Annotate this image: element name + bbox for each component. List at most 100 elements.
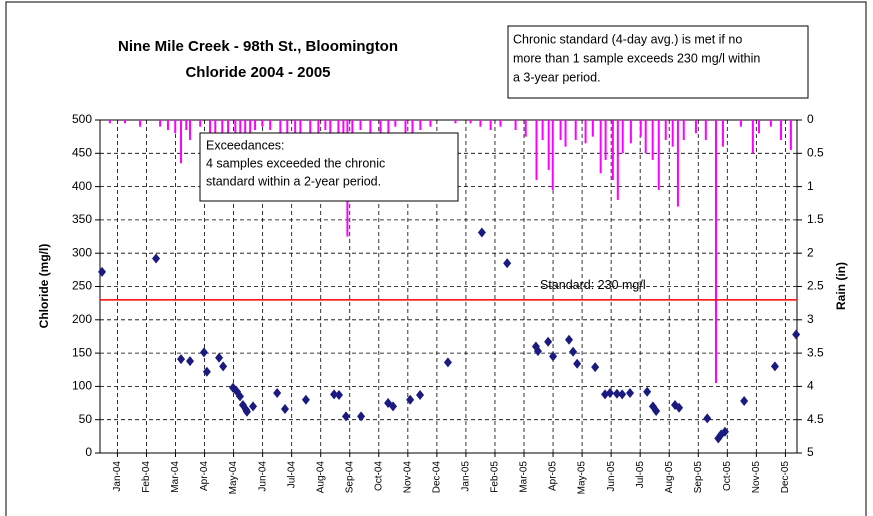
chloride-point: [605, 388, 614, 399]
rain-bar: [714, 120, 717, 384]
chloride-point: [770, 361, 779, 372]
rain-bar: [454, 120, 457, 124]
rain-bar: [139, 120, 142, 127]
x-tick-label: Mar-04: [170, 461, 181, 493]
rain-bar: [254, 120, 257, 130]
rain-bar: [159, 120, 162, 127]
note: Exceedances:: [206, 138, 285, 152]
rain-bar: [359, 120, 362, 130]
x-tick-label: Sep-04: [344, 461, 355, 494]
y2-tick-label: 1: [807, 179, 814, 193]
chloride-point: [477, 227, 486, 238]
chloride-point: [215, 352, 224, 363]
y-tick-label: 350: [72, 212, 92, 226]
chloride-point: [186, 356, 195, 367]
note: more than 1 sample exceeds 230 mg/l with…: [513, 51, 760, 65]
y2-tick-label: 0: [807, 112, 814, 126]
x-tick-label: Nov-05: [751, 461, 762, 494]
chloride-point: [720, 426, 729, 437]
x-tick-label: Jun-05: [606, 461, 617, 492]
chloride-point: [330, 389, 339, 400]
rain-bar: [651, 120, 654, 160]
y-tick-label: 0: [85, 445, 92, 459]
chloride-point: [341, 411, 350, 422]
rain-bar: [404, 120, 407, 134]
x-tick-label: Jan-04: [112, 461, 123, 492]
rain-bar: [469, 120, 472, 124]
y2-tick-label: 3.5: [807, 345, 824, 359]
rain-bar: [351, 120, 354, 140]
rain-bar: [541, 120, 544, 140]
y-tick-label: 450: [72, 145, 92, 159]
rain-bar: [209, 120, 212, 134]
rain-bar: [329, 120, 332, 134]
rain-bar: [574, 120, 577, 140]
x-tick-label: Jul-05: [635, 461, 646, 489]
note: 4 samples exceeded the chronic: [206, 156, 385, 170]
x-tick-label: Sep-05: [693, 461, 704, 494]
y2-tick-label: 2: [807, 245, 814, 259]
chloride-point: [202, 366, 211, 377]
rain-bar: [234, 120, 237, 134]
chloride-point: [98, 266, 107, 277]
note: a 3-year period.: [513, 70, 601, 84]
chloride-point: [643, 386, 652, 397]
note: standard within a 2-year period.: [206, 174, 381, 188]
y2-tick-label: 3: [807, 312, 814, 326]
chloride-point: [740, 396, 749, 407]
chloride-point: [533, 346, 542, 357]
chloride-point: [626, 388, 635, 399]
x-tick-label: Feb-05: [490, 461, 501, 493]
rain-bar: [789, 120, 792, 150]
rain-bar: [379, 120, 382, 134]
y2-tick-label: 1.5: [807, 212, 824, 226]
rain-bar: [411, 120, 414, 140]
rain-bar: [769, 120, 772, 127]
x-tick-label: Dec-04: [432, 461, 443, 494]
chloride-point: [273, 388, 282, 399]
y-tick-label: 400: [72, 179, 92, 193]
rain-bar: [479, 120, 482, 127]
chloride-point: [242, 406, 251, 417]
rain-bar: [294, 120, 297, 134]
rain-bar: [599, 120, 602, 174]
chloride-point: [443, 357, 452, 368]
x-tick-label: May-05: [577, 461, 588, 495]
rain-bar: [621, 120, 624, 154]
rain-bar: [309, 120, 312, 144]
rain-bar: [244, 120, 247, 140]
rain-bar: [387, 120, 390, 137]
x-tick-label: Dec-05: [780, 461, 791, 494]
chloride-point: [249, 401, 258, 412]
chloride-point: [177, 354, 186, 365]
rain-bar: [757, 120, 760, 134]
rain-bar: [214, 120, 217, 140]
x-tick-label: Apr-04: [199, 461, 210, 491]
rain-bar: [604, 120, 607, 160]
x-tick-label: Nov-04: [402, 461, 413, 494]
rain-bar: [249, 120, 252, 137]
chloride-point: [335, 390, 344, 401]
rain-bar: [547, 120, 550, 170]
x-tick-label: Jan-05: [461, 461, 472, 492]
x-tick-label: Jun-04: [257, 461, 268, 492]
chloride-point: [219, 361, 228, 372]
rain-bar: [535, 120, 538, 180]
rain-bar: [704, 120, 707, 140]
chloride-point: [357, 411, 366, 422]
rain-bar: [317, 120, 320, 134]
rain-bar: [199, 120, 202, 127]
x-tick-label: Jul-04: [286, 461, 297, 489]
chloride-point: [573, 358, 582, 369]
rain-bar: [299, 120, 302, 140]
plot-area: 0 50 100 150 200 250 300 350 400 450 500 0 0.5 1 1.5 2 2…: [72, 112, 824, 494]
chloride-point: [792, 329, 801, 340]
rain-bar: [721, 120, 724, 147]
rain-bar: [269, 120, 272, 130]
y-tick-label: 250: [72, 279, 92, 293]
rain-bar: [108, 120, 111, 124]
chloride-point: [675, 402, 684, 413]
rain-bar: [286, 120, 289, 137]
x-tick-label: May-04: [228, 461, 239, 495]
